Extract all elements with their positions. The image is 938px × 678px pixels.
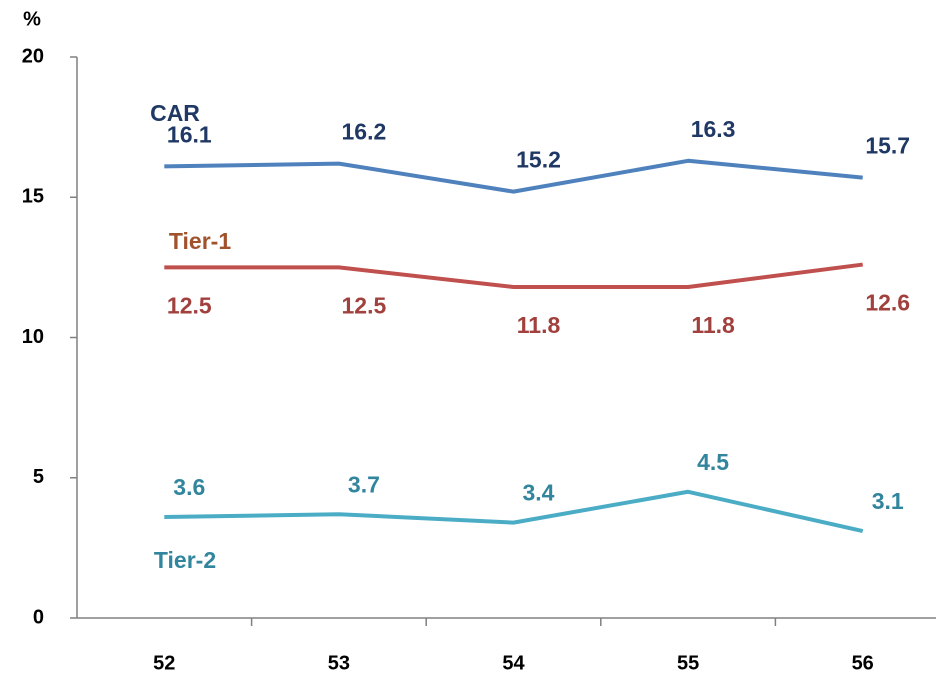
data-label: 16.3 <box>691 116 736 142</box>
x-tick-label: 54 <box>502 652 525 674</box>
series-line <box>164 262 863 290</box>
data-label: 12.6 <box>865 290 910 316</box>
series-name: Tier-1 <box>169 228 231 254</box>
data-label: 15.2 <box>516 147 561 173</box>
data-label: 11.8 <box>691 312 735 338</box>
series-name: CAR <box>150 100 200 126</box>
data-label: 16.1 <box>167 121 212 147</box>
y-tick-label: 10 <box>22 326 44 348</box>
data-label: 15.7 <box>865 133 910 159</box>
y-tick-label: 0 <box>33 606 44 628</box>
series-name: Tier-2 <box>154 547 216 573</box>
data-label: 11.8 <box>517 312 561 338</box>
x-tick-label: 56 <box>852 652 874 674</box>
y-tick-label: 15 <box>22 186 44 208</box>
series-line <box>164 489 864 533</box>
data-label: 16.2 <box>342 119 387 145</box>
data-label: 3.4 <box>523 480 555 506</box>
x-tick-label: 52 <box>153 652 175 674</box>
y-axis-label: % <box>23 8 41 30</box>
data-label: 4.5 <box>697 449 729 475</box>
data-label: 12.5 <box>342 292 387 318</box>
data-label: 3.6 <box>173 474 205 500</box>
x-tick-label: 55 <box>677 652 699 674</box>
y-tick-label: 20 <box>22 45 44 67</box>
x-tick-label: 53 <box>328 652 350 674</box>
data-label: 3.7 <box>348 471 380 497</box>
data-label: 3.1 <box>872 488 904 514</box>
data-label: 12.5 <box>167 292 212 318</box>
series-line <box>164 158 863 194</box>
y-tick-label: 5 <box>33 466 44 488</box>
